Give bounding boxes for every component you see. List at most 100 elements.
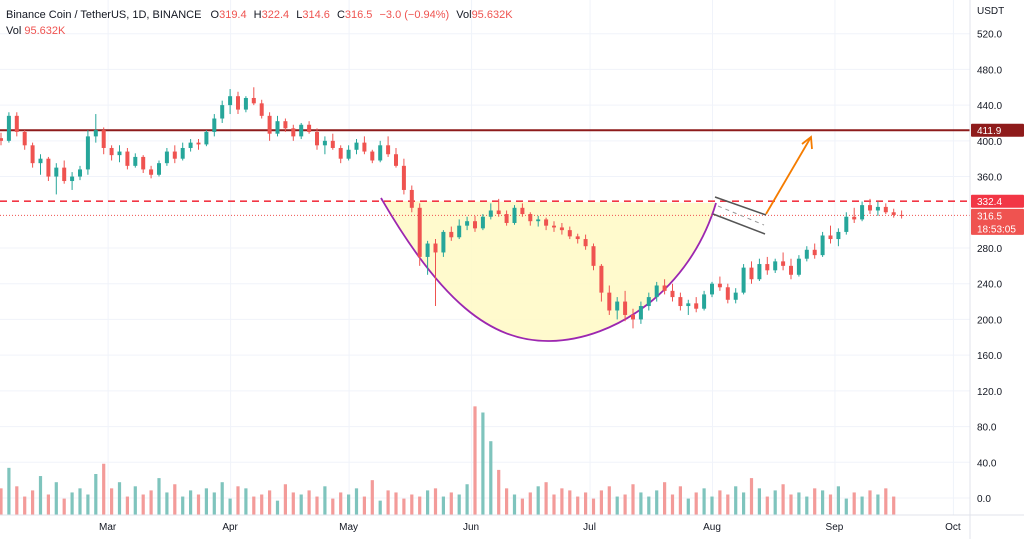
candle: [394, 147, 398, 168]
candle-body: [733, 292, 738, 300]
candle: [299, 122, 304, 140]
candle-body: [370, 151, 375, 161]
volume-bar: [220, 482, 224, 515]
candle-body: [251, 97, 256, 104]
candle: [338, 145, 343, 164]
candle-body: [125, 151, 130, 166]
candle: [220, 100, 225, 123]
volume-bar: [347, 494, 351, 515]
candle: [417, 203, 422, 266]
candle-body: [54, 167, 59, 177]
candle: [362, 136, 367, 155]
price-badge-text: 316.5: [977, 211, 1002, 222]
volume-bar: [718, 490, 722, 515]
volume-bar: [394, 492, 398, 515]
candle: [544, 217, 549, 231]
price-badge-text: 411.9: [977, 126, 1002, 137]
open-label: O: [210, 9, 220, 21]
candle-body: [575, 236, 580, 240]
candle: [852, 207, 857, 223]
candle: [101, 127, 106, 155]
handle-upper-line: [714, 196, 767, 216]
candle: [180, 142, 185, 161]
volume-bar: [702, 488, 706, 515]
candle: [875, 201, 880, 216]
candle-body: [338, 147, 343, 159]
volume-bar: [591, 498, 596, 515]
y-tick-label: 440.0: [977, 101, 1002, 112]
candle: [157, 160, 161, 177]
candle-body: [30, 145, 35, 164]
candle: [30, 142, 35, 168]
price-badge-text: 332.4: [977, 197, 1002, 208]
candle: [789, 258, 793, 280]
candle: [796, 255, 801, 277]
volume-bar: [789, 494, 793, 515]
candle-body: [725, 287, 730, 300]
y-axis: USDT 520.0 480.0 440.0 400.0 360.0 280.0 240.0 2…: [977, 6, 1004, 505]
volume-bar: [568, 490, 572, 515]
candle: [425, 240, 430, 275]
volume-bar: [307, 490, 311, 515]
candle-body: [78, 169, 82, 177]
y-tick-label: 200.0: [977, 315, 1002, 326]
volume-bars: [0, 406, 896, 515]
x-tick-label: Oct: [945, 522, 961, 533]
volume-bar: [670, 494, 675, 515]
low-label: L: [296, 9, 303, 21]
candle-body: [172, 151, 177, 159]
cup-curve: [380, 197, 717, 342]
candle: [267, 112, 272, 141]
volume-bar: [252, 496, 256, 515]
candle-body: [362, 142, 367, 152]
volume-bar: [639, 492, 643, 515]
candle: [228, 89, 233, 115]
volume-bar: [275, 500, 280, 515]
high-value: 322.4: [261, 9, 290, 21]
low-value: 314.6: [302, 9, 330, 21]
candle: [678, 292, 683, 311]
candle-body: [496, 210, 501, 215]
candle-body: [694, 303, 699, 309]
y-tick-label: 80.0: [977, 423, 997, 434]
candle: [567, 226, 572, 240]
volume-bar: [813, 488, 817, 515]
volume-bar: [742, 492, 746, 515]
candle: [133, 153, 138, 168]
candle: [844, 212, 849, 235]
volume-bar: [892, 496, 896, 515]
volume-bar: [805, 496, 809, 515]
candle-body: [812, 249, 817, 256]
volume-bar: [544, 482, 548, 515]
volume-bar: [102, 463, 106, 515]
candle-body: [757, 264, 762, 280]
candle-body: [899, 214, 904, 216]
volume-label[interactable]: Vol: [6, 25, 22, 37]
y-tick-label: 240.0: [977, 280, 1002, 291]
volume-bar: [62, 498, 66, 515]
legend-symbol[interactable]: Binance Coin / TetherUS, 1D, BINANCE: [6, 9, 202, 21]
volume-bar: [354, 488, 359, 515]
candle: [441, 230, 446, 257]
volume-bar: [497, 469, 501, 515]
candle-body: [702, 294, 707, 309]
candle-body: [883, 206, 888, 213]
candle: [70, 172, 75, 190]
candle-body: [536, 219, 541, 222]
candle-body: [868, 205, 872, 211]
x-tick-label: May: [339, 522, 358, 533]
x-tick-label: Apr: [222, 522, 238, 533]
y-tick-label: 400.0: [977, 137, 1002, 148]
volume-bar: [173, 484, 177, 515]
candle-body: [765, 264, 770, 271]
candle-body: [228, 96, 233, 106]
candle: [14, 112, 19, 137]
candle-body: [0, 138, 3, 141]
candle-body: [686, 303, 691, 307]
volume-bar: [236, 486, 240, 515]
candle-body: [157, 163, 161, 175]
candle: [196, 139, 201, 150]
candle-body: [852, 216, 857, 220]
volume-bar: [655, 490, 659, 515]
